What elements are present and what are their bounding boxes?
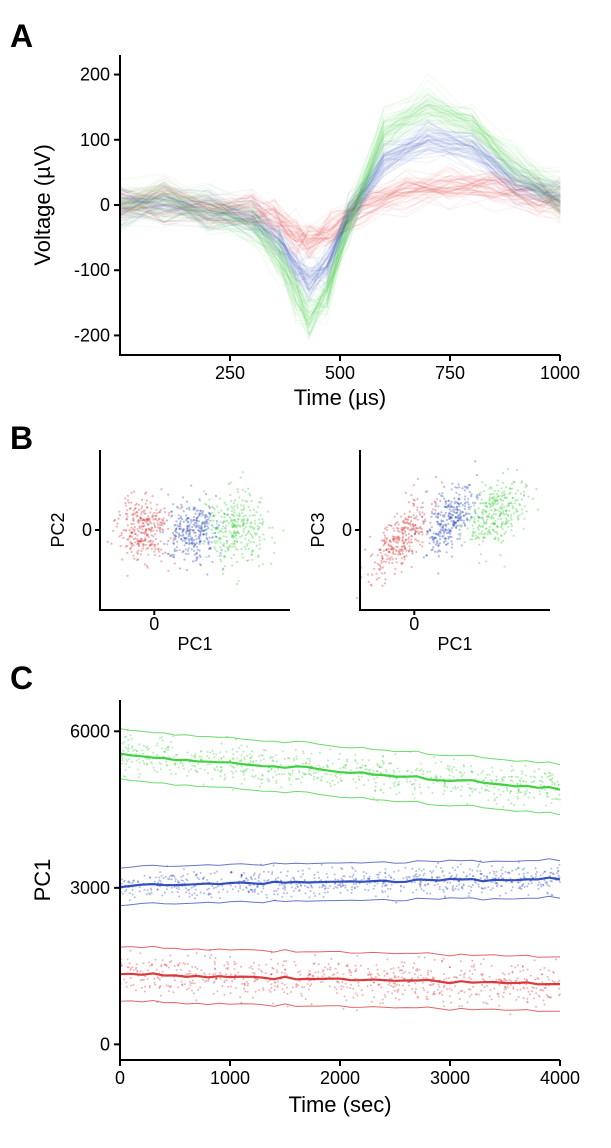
svg-text:Voltage (µV): Voltage (µV): [30, 144, 55, 266]
svg-text:PC1: PC1: [437, 634, 472, 654]
svg-text:-200: -200: [74, 325, 110, 345]
svg-text:0: 0: [100, 195, 110, 215]
svg-text:0: 0: [342, 520, 352, 540]
svg-text:PC1: PC1: [30, 859, 55, 902]
svg-text:6000: 6000: [70, 721, 110, 741]
svg-text:0: 0: [409, 614, 419, 634]
svg-text:PC2: PC2: [48, 512, 68, 547]
svg-text:100: 100: [80, 130, 110, 150]
svg-text:1000: 1000: [540, 363, 580, 383]
panel-label-A: A: [10, 18, 33, 55]
figure-svg: -200 -100 0 100 200 250 500 750 1000 Time (µs) Vol…: [0, 0, 611, 1148]
svg-text:PC1: PC1: [177, 634, 212, 654]
svg-text:3000: 3000: [70, 878, 110, 898]
panel-A: -200 -100 0 100 200 250 500 750 1000 Time (µs) Vol…: [30, 55, 580, 410]
svg-text:0: 0: [149, 614, 159, 634]
svg-text:200: 200: [80, 65, 110, 85]
svg-text:1000: 1000: [210, 1068, 250, 1088]
svg-text:2000: 2000: [320, 1068, 360, 1088]
svg-text:0: 0: [82, 520, 92, 540]
panel-B-sub0: 0 0 PC1 PC2: [48, 450, 290, 654]
svg-text:500: 500: [325, 363, 355, 383]
svg-text:-100: -100: [74, 260, 110, 280]
svg-text:3000: 3000: [430, 1068, 470, 1088]
panel-B-sub1: 0 0 PC1 PC3: [308, 450, 550, 654]
svg-text:0: 0: [100, 1034, 110, 1054]
figure-page: A B C -200 -100 0 100 200 250 500 750 1000 Time (…: [0, 0, 611, 1148]
svg-text:250: 250: [215, 363, 245, 383]
panel-label-C: C: [10, 660, 33, 697]
panel-C: 0 3000 6000 0 1000 2000 3000 4000 Time (sec) PC1: [30, 700, 580, 1117]
svg-text:750: 750: [435, 363, 465, 383]
svg-text:0: 0: [115, 1068, 125, 1088]
svg-text:PC3: PC3: [308, 512, 328, 547]
svg-text:Time (sec): Time (sec): [288, 1092, 391, 1117]
panel-label-B: B: [10, 420, 33, 457]
svg-text:4000: 4000: [540, 1068, 580, 1088]
svg-text:Time (µs): Time (µs): [294, 385, 387, 410]
